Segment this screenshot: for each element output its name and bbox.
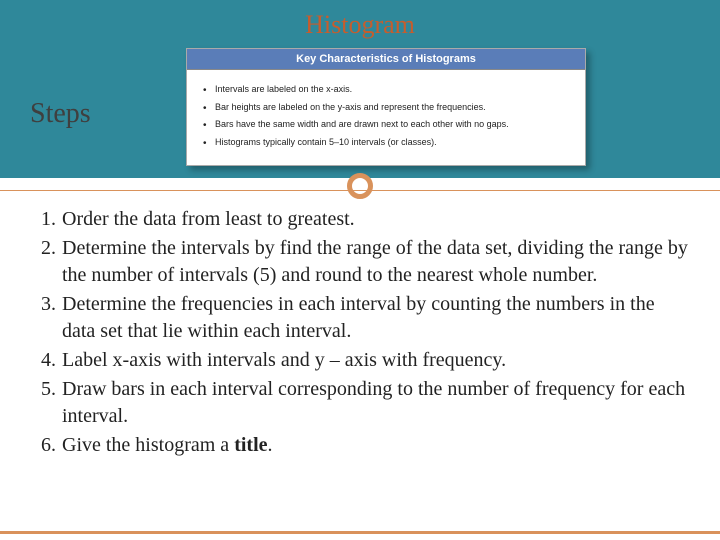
step-item: Give the histogram a title.: [28, 432, 692, 459]
divider: [0, 178, 720, 202]
info-box-title: Key Characteristics of Histograms: [187, 49, 585, 70]
info-bullet: Histograms typically contain 5–10 interv…: [203, 137, 575, 149]
info-bullet: Bars have the same width and are drawn n…: [203, 119, 575, 131]
step-item: Determine the intervals by find the rang…: [28, 235, 692, 289]
step-item: Draw bars in each interval corresponding…: [28, 376, 692, 430]
info-box-body: Intervals are labeled on the x-axis. Bar…: [187, 70, 585, 165]
steps-list: Order the data from least to greatest. D…: [28, 206, 692, 459]
page-title: Histogram: [305, 10, 415, 40]
step-item: Label x-axis with intervals and y – axis…: [28, 347, 692, 374]
info-bullet: Bar heights are labeled on the y-axis an…: [203, 102, 575, 114]
content-area: Order the data from least to greatest. D…: [0, 202, 720, 459]
step-item: Determine the frequencies in each interv…: [28, 291, 692, 345]
subheader-bar: Steps Key Characteristics of Histograms …: [0, 50, 720, 178]
info-bullet-list: Intervals are labeled on the x-axis. Bar…: [197, 84, 575, 149]
bottom-rule: [0, 531, 720, 534]
divider-ring-icon: [347, 173, 373, 199]
steps-heading: Steps: [30, 98, 91, 130]
header-bar: Histogram: [0, 0, 720, 50]
step-item: Order the data from least to greatest.: [28, 206, 692, 233]
info-box: Key Characteristics of Histograms Interv…: [186, 48, 586, 166]
info-bullet: Intervals are labeled on the x-axis.: [203, 84, 575, 96]
